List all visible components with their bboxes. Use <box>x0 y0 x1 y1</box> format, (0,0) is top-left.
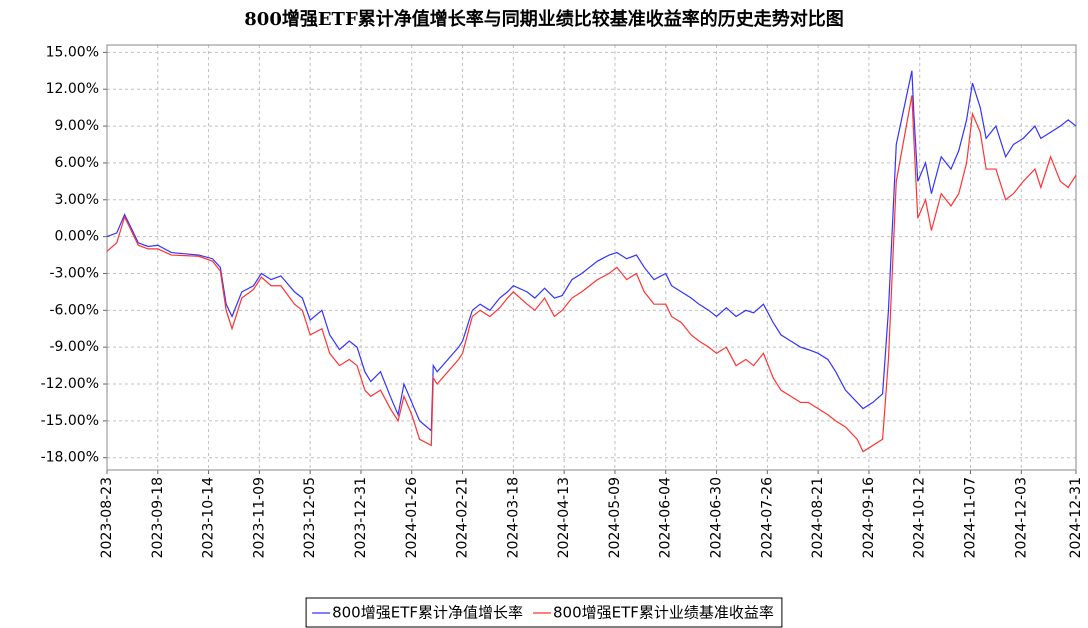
x-tick-label: 2024-08-21 <box>810 477 826 558</box>
x-tick-label: 2023-10-14 <box>201 477 217 558</box>
x-tick-label: 2024-10-12 <box>912 477 928 558</box>
series-line <box>106 95 1077 453</box>
x-tick-label: 2024-12-31 <box>1068 477 1084 558</box>
y-tick-label: 3.00% <box>55 192 99 208</box>
series-line <box>106 70 1077 432</box>
x-tick-label: 2023-08-23 <box>99 477 115 558</box>
y-tick-label: 15.00% <box>46 44 99 60</box>
y-tick-label: 0.00% <box>55 229 99 245</box>
x-tick-label: 2024-05-09 <box>607 477 623 558</box>
x-tick-label: 2023-09-18 <box>150 477 166 558</box>
y-tick-label: -9.00% <box>49 339 99 355</box>
x-tick-label: 2024-02-21 <box>455 477 471 558</box>
legend-label: 800增强ETF累计业绩基准收益率 <box>553 604 774 622</box>
x-tick-label: 2023-12-31 <box>353 477 369 558</box>
x-tick-label: 2024-07-26 <box>759 477 775 558</box>
x-tick-label: 2024-11-07 <box>963 477 979 558</box>
x-tick-label: 2024-06-30 <box>709 477 725 558</box>
y-tick-label: 9.00% <box>55 118 99 134</box>
legend-label: 800增强ETF累计净值增长率 <box>332 604 523 622</box>
x-tick-label: 2024-09-16 <box>861 477 877 558</box>
x-tick-label: 2024-06-04 <box>658 477 674 558</box>
y-tick-label: -18.00% <box>41 450 99 466</box>
x-tick-label: 2023-11-09 <box>251 477 267 558</box>
x-tick-label: 2024-03-18 <box>505 477 521 558</box>
plot-area <box>107 45 1076 470</box>
y-tick-label: -6.00% <box>49 302 99 318</box>
y-tick-label: 6.00% <box>55 155 99 171</box>
x-tick-label: 2024-01-26 <box>404 477 420 558</box>
x-tick-label: 2024-12-03 <box>1013 477 1029 558</box>
chart-title: 800增强ETF累计净值增长率与同期业绩比较基准收益率的历史走势对比图 <box>244 8 843 30</box>
x-tick-label: 2024-04-13 <box>556 477 572 558</box>
plot-border <box>106 44 1077 471</box>
y-tick-label: 12.00% <box>46 81 99 97</box>
legend: 800增强ETF累计净值增长率 800增强ETF累计业绩基准收益率 <box>305 597 783 628</box>
y-tick-label: -3.00% <box>49 265 99 281</box>
x-tick-label: 2023-12-05 <box>302 477 318 558</box>
y-tick-label: -12.00% <box>41 376 99 392</box>
y-tick-label: -15.00% <box>41 413 99 429</box>
